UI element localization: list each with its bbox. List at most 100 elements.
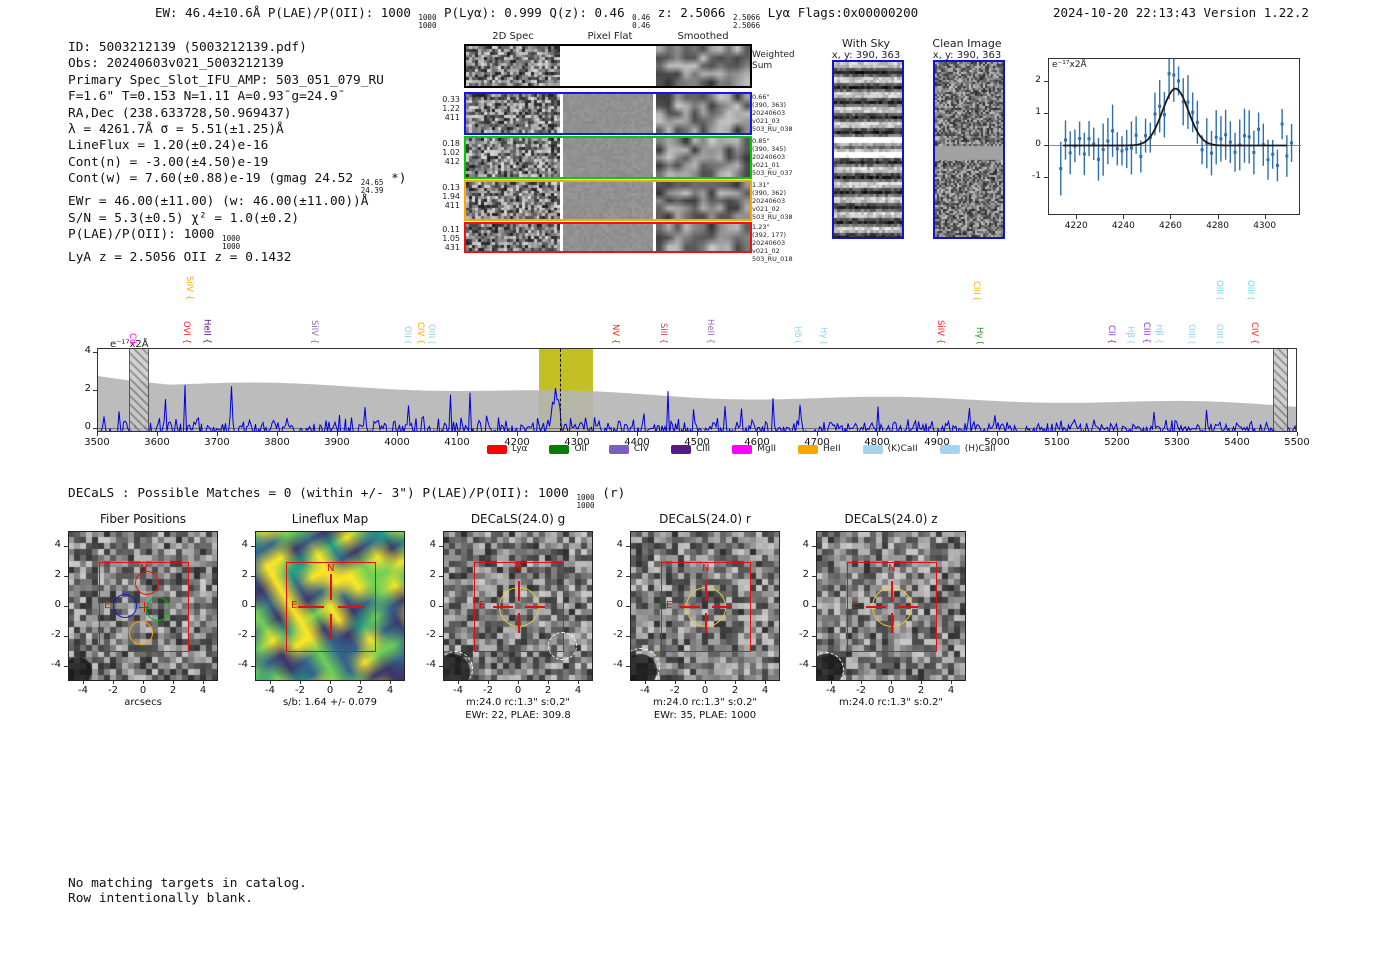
- cutout-caption-2: EWr: 22, PLAE: 309.8: [465, 710, 571, 721]
- spec2d-right-label-line: Sum: [752, 61, 773, 71]
- emission-line-label: OIII (: [1244, 279, 1255, 300]
- compass-east-label: E: [104, 600, 111, 611]
- emission-line-label: Hβ (: [1124, 326, 1135, 344]
- main-x-tick-label: 3700: [204, 437, 230, 448]
- cutout-y-tick-label: 0: [241, 599, 248, 610]
- header-fraction: 1000 1000: [418, 14, 436, 29]
- main-x-tick-label: 3600: [144, 437, 170, 448]
- cutout-y-tick: [812, 576, 816, 577]
- cutout-title: Lineflux Map: [291, 512, 369, 526]
- strip-subtitle-with_sky: x, y: 390, 363: [831, 50, 901, 61]
- info-line-text: ID: 5003212139 (5003212139.pdf): [68, 40, 307, 55]
- strip-subtitle-clean: x, y: 390, 363: [932, 50, 1002, 61]
- catalog-match-line: DECaLS : Possible Matches = 0 (within +/…: [68, 486, 625, 509]
- spec2d-column-header: Pixel Flat: [587, 31, 633, 42]
- cutout-y-tick: [626, 546, 630, 547]
- emission-line-label: CIII {: [1141, 322, 1151, 344]
- info-line-text: Primary Spec_Slot_IFU_AMP: 503_051_079_R…: [68, 72, 384, 88]
- footer-line-1: No matching targets in catalog.: [68, 876, 307, 891]
- inset-y-tick-label: 1: [1035, 106, 1041, 117]
- header-text: P(Lyα): 0.999 Q(z): 0.46: [436, 5, 633, 20]
- cutout-y-tick-label: -2: [51, 629, 61, 640]
- legend-item: CIV: [608, 444, 649, 454]
- emission-line-label: Hδ (: [791, 326, 802, 344]
- header-fraction-bottom: 0.46: [632, 20, 651, 30]
- cutout-canvas: [256, 532, 404, 680]
- emission-line-label: OIII (: [1214, 279, 1225, 300]
- cutout-y-tick-label: 0: [802, 599, 809, 610]
- main-plot-box: [97, 348, 1297, 432]
- cutout-y-tick-label: 2: [54, 569, 61, 580]
- compass-north-label: N: [327, 563, 335, 574]
- legend-label: Lyα: [512, 444, 528, 454]
- cutout-x-tick: [390, 681, 391, 684]
- legend-item: (H)CaII: [939, 444, 996, 454]
- spec2d-cell-canvas: [466, 224, 560, 251]
- compass-east-label: E: [666, 600, 673, 611]
- main-x-tick-label: 4600: [744, 437, 770, 448]
- cutout-x-tick: [360, 681, 361, 684]
- inset-x-tick: [1264, 215, 1266, 219]
- info-line: S/N = 5.3(±0.5) χ² = 1.0(±0.2): [68, 211, 406, 227]
- header-datetime-version: 2024-10-20 22:13:43 Version 1.22.2: [1053, 5, 1309, 20]
- cutout-caption: m:24.0 rc:1.3" s:0.2": [652, 697, 758, 708]
- main-x-tick: [277, 432, 278, 436]
- spec2d-right-label-line: 1.23": [752, 223, 770, 231]
- spec2d-right-label-line: 1.31": [752, 181, 770, 189]
- main-x-tick: [1237, 432, 1238, 436]
- legend-swatch: [608, 444, 629, 454]
- main-x-tick: [577, 432, 578, 436]
- cutout-caption: arcsecs: [124, 697, 162, 708]
- spec2d-right-label-line: v021_02: [752, 247, 780, 255]
- cutout-y-tick-label: -4: [613, 659, 623, 670]
- info-line-text: RA,Dec (238.633728,50.969437): [68, 105, 292, 121]
- cutout-y-tick: [64, 636, 68, 637]
- emission-line-label: Hγ (: [974, 326, 985, 344]
- legend-swatch: [549, 444, 570, 454]
- cutout-y-tick-label: 2: [802, 569, 809, 580]
- cutout-x-tick-label: 2: [169, 685, 177, 696]
- main-x-tick-label: 4300: [564, 437, 590, 448]
- crosshair-h-left: [866, 606, 886, 608]
- cutout-x-tick: [203, 681, 204, 684]
- inset-y-tick: [1044, 112, 1048, 114]
- header-fraction: 2.5066 2.5066: [733, 14, 760, 29]
- crosshair-h-right: [898, 606, 918, 608]
- crosshair-v-bot: [705, 613, 707, 633]
- main-spectrum-svg: [98, 376, 1296, 431]
- compass-east-label: E: [291, 600, 298, 611]
- spec2d-cell-canvas: [656, 138, 750, 177]
- legend-item: OII: [549, 444, 587, 454]
- spec2d-right-label-line: 0.85": [752, 137, 770, 145]
- emission-line-label: NV {: [610, 323, 620, 344]
- header-fraction-top: 1000: [418, 13, 437, 22]
- info-line-fraction-bottom: 1000: [222, 241, 241, 251]
- main-y-tick-label: 2: [84, 382, 91, 394]
- crosshair-v-bot: [518, 613, 520, 633]
- main-x-tick-label: 4200: [504, 437, 530, 448]
- header-fraction-top: 2.5066: [733, 13, 761, 22]
- decals-header-text: (r): [594, 486, 626, 501]
- info-line: Obs: 20240603v021_5003212139: [68, 56, 406, 72]
- cutout-y-tick: [812, 606, 816, 607]
- cutout-y-tick-label: 4: [802, 539, 809, 550]
- spec2d-right-label-line: 503_RU_038: [752, 213, 793, 221]
- header-fraction-bottom: 2.5066: [733, 20, 761, 30]
- spec2d-left-label-line: 0.13: [442, 183, 460, 192]
- cutout-x-tick-label: 2: [544, 685, 552, 696]
- inset-x-tick-label: 4260: [1159, 221, 1182, 231]
- cutout-y-tick: [251, 546, 255, 547]
- cutout-y-tick: [251, 636, 255, 637]
- cutout-y-tick: [64, 576, 68, 577]
- cutout-y-tick: [64, 666, 68, 667]
- crosshair-h-right: [338, 606, 364, 608]
- main-y-tick-label: 0: [84, 420, 91, 432]
- cutout-y-tick-label: -2: [426, 629, 436, 640]
- info-line-fraction-top: 24.65: [360, 178, 384, 188]
- spec2d-left-label-line: 412: [444, 157, 460, 166]
- spec2d-right-label-line: 503_RU_018: [752, 255, 793, 263]
- crosshair-h-left: [680, 606, 700, 608]
- emission-line-label: Hγ (: [818, 326, 829, 344]
